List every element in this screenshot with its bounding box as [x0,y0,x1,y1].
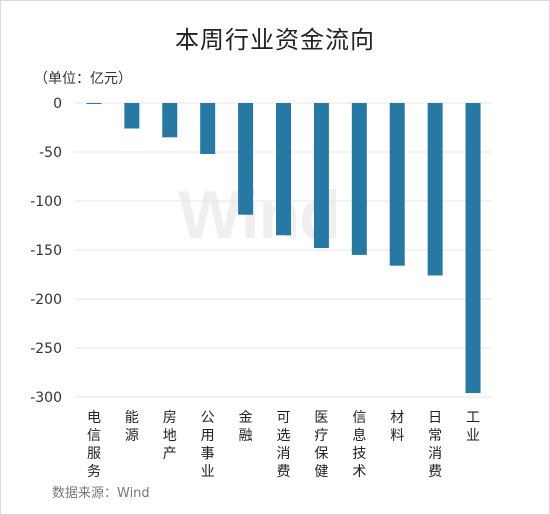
bar [351,103,367,255]
bar [124,103,140,129]
y-tick-label: -100 [30,194,62,210]
category-label: 电信服务 [87,410,101,480]
category-label: 金融 [239,410,253,444]
bar [200,103,216,154]
bar [313,103,329,249]
source-note: 数据来源：Wind [52,486,150,501]
unit-label: （单位：亿元） [34,71,132,87]
y-tick-label: -50 [39,145,62,161]
category-label: 公用事业 [201,410,215,480]
category-label: 可选消费 [277,410,291,480]
y-tick-label: 0 [53,96,62,112]
y-tick-label: -250 [30,341,62,357]
category-label: 医疗保健 [314,410,328,480]
category-label: 信息技术 [352,410,366,480]
category-label: 房地产 [163,410,177,462]
bar [276,103,291,236]
category-label: 能源 [125,410,139,444]
category-label: 日常消费 [428,410,442,480]
bar [86,103,102,104]
chart-title: 本周行业资金流向 [175,26,375,54]
category-label: 工业 [466,410,480,444]
bar [162,103,178,138]
watermark-logo: Wind [178,177,341,253]
y-tick-label: -300 [30,390,62,406]
category-label: 材料 [390,410,404,444]
y-tick-label: -200 [30,292,62,308]
bar [465,103,481,394]
bar [238,103,254,215]
bar [389,103,405,266]
bar [427,103,443,276]
y-tick-label: -150 [30,243,62,259]
